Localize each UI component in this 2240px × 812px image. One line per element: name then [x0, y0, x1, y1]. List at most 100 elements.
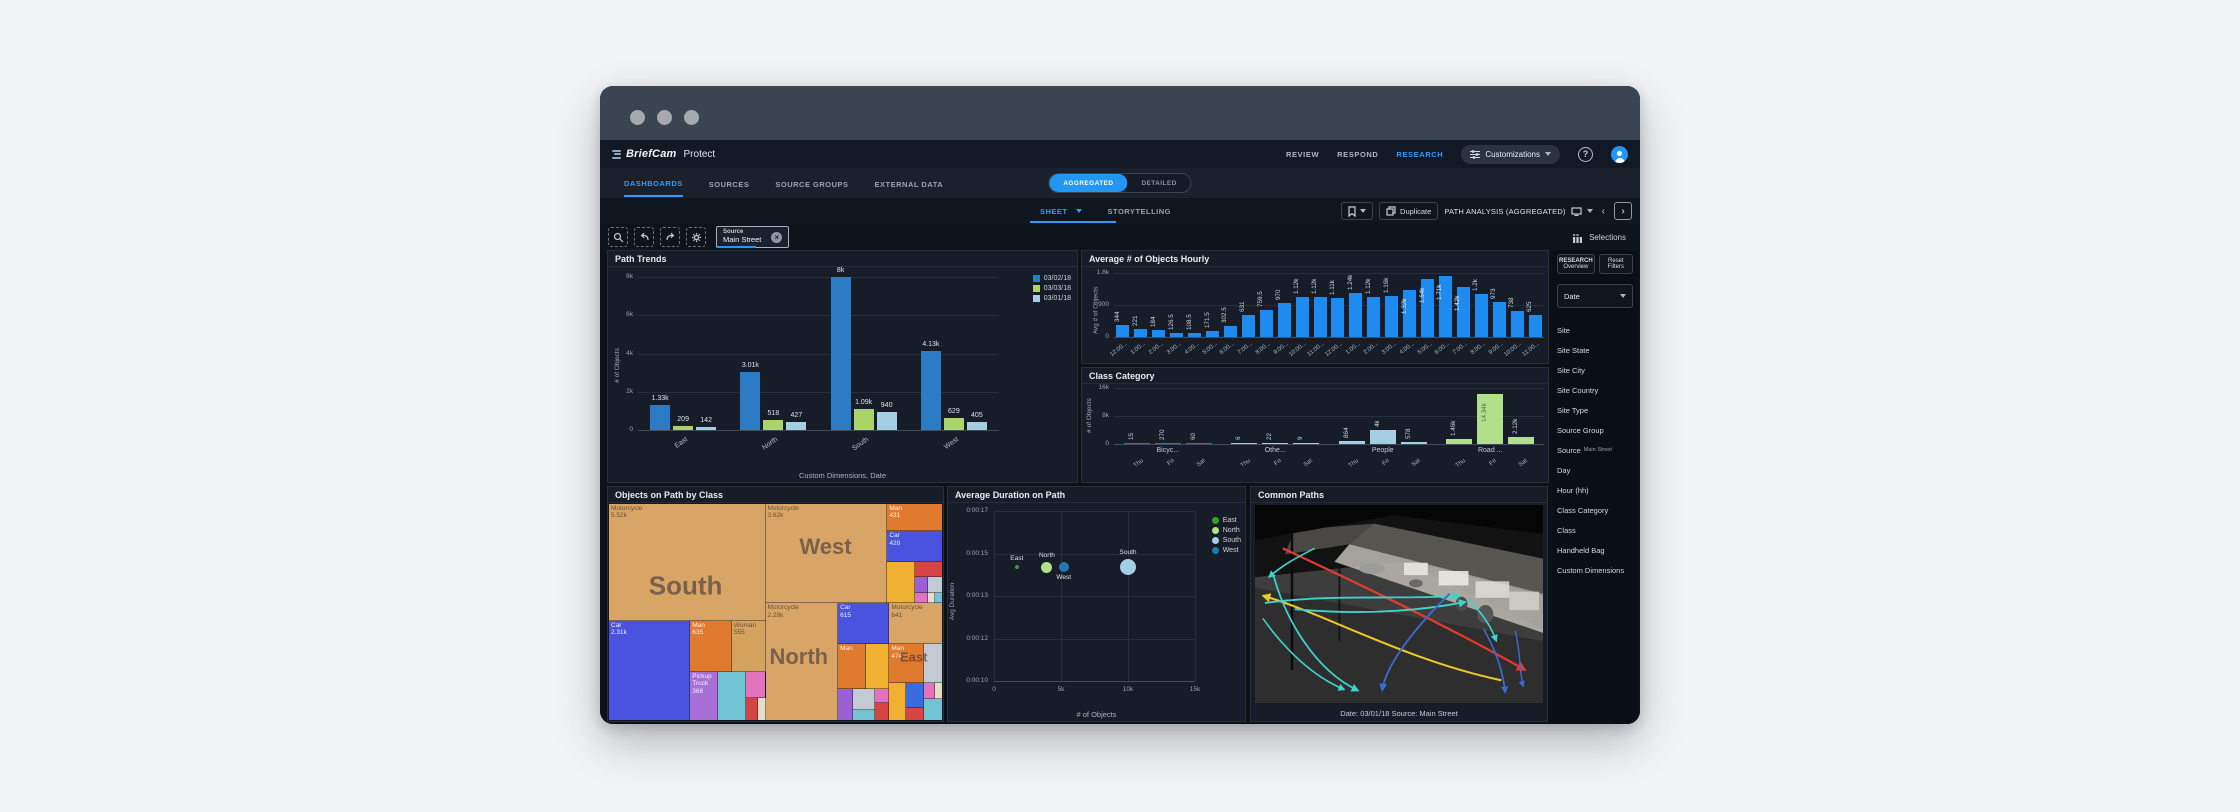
- treemap-tile-car[interactable]: Car 2.31k: [609, 620, 691, 720]
- bar[interactable]: [1508, 436, 1535, 444]
- sidebar-item-class-category[interactable]: Class Category: [1557, 505, 1609, 515]
- nav-review[interactable]: REVIEW: [1285, 149, 1320, 159]
- treemap-tile[interactable]: [928, 576, 942, 593]
- bar[interactable]: [696, 427, 717, 430]
- treemap-tile-man[interactable]: Man 431: [887, 504, 942, 532]
- treemap-tile[interactable]: [928, 592, 936, 604]
- treemap-tile[interactable]: [887, 561, 916, 604]
- window-control-dot[interactable]: [630, 110, 645, 125]
- bar[interactable]: [1492, 302, 1506, 337]
- bar[interactable]: [1477, 393, 1504, 444]
- bar[interactable]: [1185, 443, 1212, 444]
- nav-respond[interactable]: RESPOND: [1337, 149, 1379, 159]
- bar[interactable]: [650, 404, 671, 430]
- legend-entry[interactable]: 03/02/18: [1032, 275, 1071, 282]
- legend-entry[interactable]: 03/03/18: [1032, 285, 1071, 292]
- treemap-tile[interactable]: [745, 671, 766, 699]
- sheet-selector[interactable]: PATH ANALYSIS (AGGREGATED): [1444, 207, 1593, 216]
- sidebar-item-site-country[interactable]: Site Country: [1557, 385, 1599, 395]
- bar[interactable]: [853, 409, 874, 430]
- selection-settings-button[interactable]: [686, 227, 706, 247]
- bar[interactable]: [1293, 443, 1320, 444]
- treemap-tile[interactable]: [717, 671, 746, 720]
- duplicate-button[interactable]: Duplicate: [1379, 202, 1439, 220]
- bar[interactable]: [1528, 314, 1542, 337]
- tab-dashboards[interactable]: DASHBOARDS: [624, 170, 683, 197]
- treemap-tile[interactable]: [745, 698, 758, 720]
- bar[interactable]: [673, 426, 694, 430]
- bar[interactable]: [763, 420, 784, 430]
- sidebar-item-source[interactable]: Source Main Street: [1557, 445, 1612, 455]
- bar[interactable]: [1134, 329, 1148, 337]
- bar[interactable]: [876, 412, 897, 430]
- treemap-tile-man[interactable]: Man 635: [690, 620, 732, 672]
- bar[interactable]: [1400, 441, 1427, 444]
- treemap-tile-motorcycle[interactable]: Motorcycle 5.52k: [609, 504, 766, 621]
- bar[interactable]: [1170, 332, 1184, 337]
- bar[interactable]: [1510, 310, 1524, 337]
- treemap-tile[interactable]: [852, 710, 876, 720]
- bar[interactable]: [943, 417, 964, 430]
- bar[interactable]: [1331, 297, 1345, 337]
- sidebar-item-site-state[interactable]: Site State: [1557, 345, 1590, 355]
- treemap-tile[interactable]: [924, 682, 935, 700]
- treemap-tile[interactable]: [865, 644, 890, 689]
- filter-chip-source[interactable]: Source Main Street ×: [716, 226, 790, 248]
- sidebar-item-class[interactable]: Class: [1557, 525, 1576, 535]
- bar[interactable]: [1259, 309, 1273, 337]
- treemap-tile[interactable]: [875, 702, 890, 720]
- selections-button[interactable]: Selections: [1572, 232, 1632, 243]
- zoom-selection-button[interactable]: [608, 227, 628, 247]
- bar[interactable]: [1262, 443, 1289, 444]
- user-avatar[interactable]: [1611, 145, 1628, 163]
- nav-research[interactable]: RESEARCH: [1396, 149, 1444, 159]
- bar[interactable]: [1223, 326, 1237, 337]
- next-sheet-button[interactable]: ›: [1614, 202, 1632, 220]
- bar[interactable]: [1277, 302, 1291, 337]
- treemap-tile[interactable]: [915, 592, 929, 604]
- sidebar-item-handheld-bag[interactable]: Handheld Bag: [1557, 545, 1605, 555]
- chip-close-icon[interactable]: ×: [771, 231, 783, 243]
- treemap-tile-man[interactable]: Man: [838, 644, 866, 689]
- tab-sources[interactable]: SOURCES: [708, 179, 750, 189]
- sidebar-item-hour[interactable]: Hour (hh): [1557, 485, 1589, 495]
- treemap-tile-motorcycle[interactable]: Motorcycle 641: [889, 603, 942, 645]
- bar[interactable]: [1403, 290, 1417, 337]
- prev-sheet-button[interactable]: ‹: [1601, 205, 1605, 217]
- bar[interactable]: [1438, 276, 1452, 337]
- bar[interactable]: [1367, 297, 1381, 337]
- legend-entry[interactable]: North: [1211, 527, 1241, 534]
- scatter-point-west[interactable]: [1058, 562, 1069, 573]
- treemap-tile[interactable]: [906, 682, 924, 709]
- bar[interactable]: [1456, 286, 1470, 337]
- bar[interactable]: [1152, 330, 1166, 337]
- bar[interactable]: [1349, 292, 1363, 337]
- date-dropdown[interactable]: Date: [1557, 284, 1633, 308]
- treemap-tile[interactable]: [915, 561, 942, 577]
- treemap-tile-woman[interactable]: Woman 555: [731, 620, 766, 672]
- window-control-dot[interactable]: [657, 110, 672, 125]
- bar[interactable]: [1385, 295, 1399, 337]
- treemap-tile-motorcycle[interactable]: Motorcycle 2.28k: [765, 603, 839, 720]
- bookmark-button[interactable]: [1341, 202, 1374, 220]
- sidebar-item-custom-dimensions[interactable]: Custom Dimensions: [1557, 565, 1625, 575]
- bar[interactable]: [1338, 440, 1365, 444]
- sidebar-item-source-group[interactable]: Source Group: [1557, 425, 1604, 435]
- bar[interactable]: [1369, 430, 1396, 444]
- treemap-tile[interactable]: [889, 682, 907, 720]
- bar[interactable]: [966, 422, 987, 430]
- treemap-tile[interactable]: [852, 688, 876, 711]
- treemap-tile[interactable]: [935, 592, 942, 604]
- legend-entry[interactable]: East: [1211, 517, 1241, 524]
- bar[interactable]: [830, 277, 851, 430]
- step-forward-button[interactable]: [660, 227, 680, 247]
- legend-entry[interactable]: South: [1211, 537, 1241, 544]
- bar[interactable]: [1154, 443, 1181, 444]
- treemap-tile[interactable]: [757, 698, 766, 720]
- treemap-tile-motorcycle[interactable]: Motorcycle 3.62k: [765, 504, 888, 604]
- treemap-tile-pickup-truck[interactable]: Pickup Truck 368: [690, 671, 718, 720]
- tab-storytelling[interactable]: STORYTELLING: [1107, 206, 1172, 216]
- scatter-point-east[interactable]: [1014, 565, 1019, 570]
- bar[interactable]: [1241, 314, 1255, 337]
- treemap-tile[interactable]: [935, 682, 942, 700]
